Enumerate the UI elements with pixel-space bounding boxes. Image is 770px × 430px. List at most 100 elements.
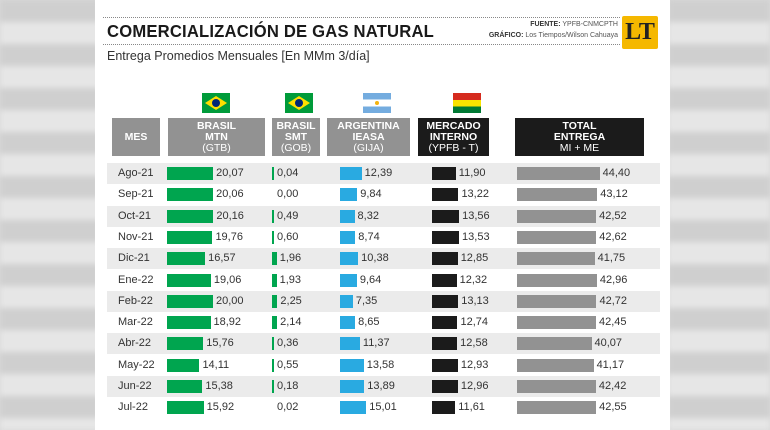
header-mes: MES xyxy=(112,118,160,156)
total-bar xyxy=(517,273,597,287)
smt-bar xyxy=(272,380,274,393)
smt-value: 0,55 xyxy=(277,358,299,371)
mtn-value: 15,76 xyxy=(206,337,234,350)
arg-bar xyxy=(340,273,357,287)
mtn-value: 20,16 xyxy=(216,209,244,222)
mi-value: 12,85 xyxy=(460,252,489,265)
header-label: MERCADO xyxy=(426,119,481,132)
total-value: 42,52 xyxy=(599,209,627,222)
header-mercado-interno: MERCADO INTERNO (YPFB - T) xyxy=(418,118,489,156)
mi-bar xyxy=(432,188,459,202)
mtn-bar xyxy=(167,273,211,287)
header-label: ARGENTINA xyxy=(337,119,400,132)
blurred-background-left xyxy=(0,0,100,430)
table-row: Ene-22 19,06 1,93 9,64 12,32 42,96 xyxy=(107,270,660,291)
arg-bar xyxy=(340,167,362,180)
total-value: 42,72 xyxy=(599,294,627,307)
table-row: Oct-21 20,16 0,49 8,32 13,56 42,52 xyxy=(107,205,660,227)
total-value: 41,75 xyxy=(597,252,626,265)
mi-bar xyxy=(432,230,460,244)
mtn-value: 20,07 xyxy=(216,167,244,179)
table-row: Feb-22 20,00 2,25 7,35 13,13 42,72 xyxy=(107,290,660,312)
arg-value: 11,37 xyxy=(362,337,390,350)
divider xyxy=(103,17,620,18)
mi-value: 11,90 xyxy=(458,167,486,179)
table-row: Abr-22 15,76 0,36 11,37 12,58 40,07 xyxy=(107,333,660,355)
argentina-flag-icon xyxy=(363,93,391,113)
arg-bar xyxy=(340,337,360,351)
smt-value: 1,93 xyxy=(279,273,302,286)
header-sublabel: (YPFB - T) xyxy=(428,141,479,154)
mtn-bar xyxy=(167,316,211,330)
total-bar xyxy=(517,358,594,372)
mtn-bar xyxy=(167,188,214,202)
month-label: Feb-22 xyxy=(118,294,153,307)
graphic-credit: GRÁFICO: Los Tiempos/Wilson Cahuaya xyxy=(489,32,618,39)
mtn-bar xyxy=(167,209,214,223)
arg-bar xyxy=(340,401,367,415)
month-label: Abr-22 xyxy=(118,337,152,350)
header-label: ENTREGA xyxy=(553,130,606,143)
total-value: 43,12 xyxy=(600,188,628,201)
month-label: May-22 xyxy=(118,358,155,371)
graphic-label: GRÁFICO: xyxy=(488,32,524,39)
total-bar xyxy=(517,316,596,330)
header-brasil-mtn: BRASIL MTN (GTB) xyxy=(168,118,265,156)
mtn-bar xyxy=(167,358,200,372)
mi-value: 12,58 xyxy=(460,337,488,350)
table-row: Nov-21 19,76 0,60 8,74 13,53 42,62 xyxy=(107,227,660,248)
arg-bar xyxy=(340,230,356,244)
month-label: Jun-22 xyxy=(118,380,152,392)
smt-value: 2,14 xyxy=(280,316,302,329)
header-sublabel: (GOB) xyxy=(280,141,312,154)
mi-bar xyxy=(432,380,458,393)
month-label: Ago-21 xyxy=(118,167,154,179)
header-sublabel: (GTB) xyxy=(202,141,231,154)
total-value: 42,55 xyxy=(599,401,627,414)
mi-bar xyxy=(432,167,456,180)
month-label: Nov-21 xyxy=(118,230,154,243)
smt-value: 0,60 xyxy=(277,230,299,243)
arg-bar xyxy=(340,358,364,372)
total-value: 42,96 xyxy=(599,273,628,286)
mi-value: 13,13 xyxy=(461,294,489,307)
arg-value: 9,84 xyxy=(360,188,382,201)
total-bar xyxy=(517,209,597,223)
header-label: TOTAL xyxy=(562,119,597,132)
mtn-bar xyxy=(167,167,214,180)
total-value: 41,17 xyxy=(596,358,625,371)
infographic: COMERCIALIZACIÓN DE GAS NATURAL FUENTE: … xyxy=(95,0,670,430)
arg-bar xyxy=(340,188,358,202)
table-row: Jun-22 15,38 0,18 13,89 12,96 42,42 xyxy=(107,376,660,397)
total-value: 42,42 xyxy=(598,380,627,392)
total-value: 44,40 xyxy=(602,167,631,179)
header-label: BRASIL xyxy=(276,119,316,132)
month-label: Ene-22 xyxy=(118,273,154,286)
mtn-value: 19,06 xyxy=(213,273,242,286)
header-sublabel: MI + ME xyxy=(559,141,600,154)
header-label: MES xyxy=(124,130,148,143)
mtn-bar xyxy=(167,252,206,266)
blurred-background-right xyxy=(668,0,770,430)
mtn-value: 15,38 xyxy=(205,380,233,392)
header-label: INTERNO xyxy=(429,130,478,143)
total-value: 42,62 xyxy=(599,230,627,243)
total-bar xyxy=(517,167,600,180)
mtn-value: 15,92 xyxy=(206,401,235,414)
header-sublabel: (GIJA) xyxy=(353,141,384,154)
los-tiempos-logo: LT xyxy=(622,16,658,49)
mtn-bar xyxy=(167,294,213,308)
table-row: Jul-22 15,92 0,02 15,01 11,61 42,55 xyxy=(107,397,660,418)
bolivia-flag-icon xyxy=(453,93,481,113)
mi-value: 13,22 xyxy=(461,188,489,201)
mi-value: 12,32 xyxy=(459,273,488,286)
arg-value: 15,01 xyxy=(369,401,397,414)
mi-bar xyxy=(432,316,458,330)
mi-bar xyxy=(432,401,456,415)
mtn-value: 20,06 xyxy=(216,188,244,201)
arg-value: 9,64 xyxy=(359,273,382,286)
table-row: Sep-21 20,06 0,00 9,84 13,22 43,12 xyxy=(107,184,660,205)
mi-value: 13,56 xyxy=(462,209,490,222)
mi-value: 11,61 xyxy=(458,401,485,414)
arg-bar xyxy=(340,252,359,266)
